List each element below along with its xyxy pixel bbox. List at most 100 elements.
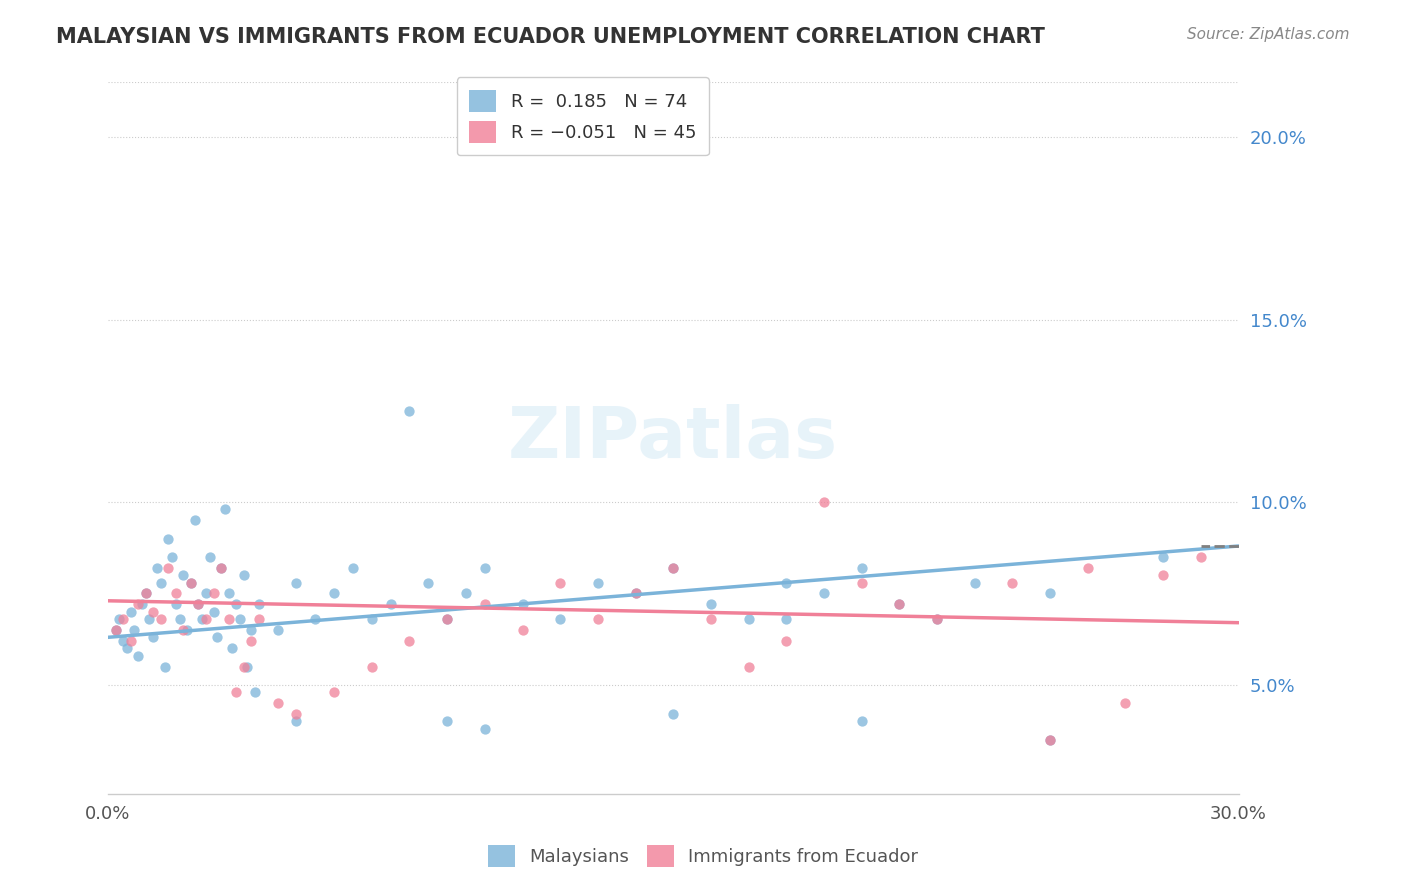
Point bbox=[1039, 586, 1062, 600]
Point bbox=[436, 612, 458, 626]
Point bbox=[165, 598, 187, 612]
Point bbox=[700, 598, 723, 612]
Point bbox=[737, 612, 759, 626]
Point bbox=[135, 586, 157, 600]
Point bbox=[700, 612, 723, 626]
Point bbox=[418, 575, 440, 590]
Point bbox=[398, 634, 420, 648]
Point bbox=[662, 561, 685, 575]
Point bbox=[225, 685, 247, 699]
Point bbox=[662, 561, 685, 575]
Point bbox=[112, 612, 135, 626]
Point bbox=[1039, 732, 1062, 747]
Point bbox=[153, 659, 176, 673]
Point bbox=[304, 612, 326, 626]
Point bbox=[198, 549, 221, 564]
Point bbox=[169, 612, 191, 626]
Point bbox=[240, 623, 263, 637]
Point bbox=[191, 612, 214, 626]
Point bbox=[1114, 696, 1136, 710]
Point bbox=[149, 612, 172, 626]
Point bbox=[323, 685, 346, 699]
Point bbox=[120, 634, 142, 648]
Point bbox=[218, 612, 240, 626]
Point bbox=[225, 598, 247, 612]
Point bbox=[214, 502, 236, 516]
Point bbox=[1152, 549, 1174, 564]
Point bbox=[775, 575, 797, 590]
Point bbox=[104, 623, 127, 637]
Point bbox=[247, 598, 270, 612]
Point bbox=[127, 648, 149, 663]
Point bbox=[1001, 575, 1024, 590]
Point bbox=[232, 568, 254, 582]
Point bbox=[1039, 732, 1062, 747]
Point bbox=[115, 641, 138, 656]
Text: MALAYSIAN VS IMMIGRANTS FROM ECUADOR UNEMPLOYMENT CORRELATION CHART: MALAYSIAN VS IMMIGRANTS FROM ECUADOR UNE… bbox=[56, 27, 1045, 46]
Point bbox=[436, 714, 458, 729]
Point bbox=[207, 630, 229, 644]
Point bbox=[285, 575, 308, 590]
Legend: R =  0.185   N = 74, R = −0.051   N = 45: R = 0.185 N = 74, R = −0.051 N = 45 bbox=[457, 77, 709, 155]
Point bbox=[436, 612, 458, 626]
Point bbox=[194, 612, 217, 626]
Point bbox=[851, 575, 873, 590]
Point bbox=[218, 586, 240, 600]
Point bbox=[474, 722, 496, 736]
Point bbox=[229, 612, 252, 626]
Point bbox=[180, 575, 202, 590]
Point bbox=[285, 714, 308, 729]
Point bbox=[851, 561, 873, 575]
Point bbox=[165, 586, 187, 600]
Point bbox=[172, 568, 194, 582]
Point bbox=[176, 623, 198, 637]
Point bbox=[586, 612, 609, 626]
Point bbox=[120, 605, 142, 619]
Point bbox=[266, 696, 288, 710]
Point bbox=[209, 561, 232, 575]
Point bbox=[157, 561, 180, 575]
Point bbox=[221, 641, 243, 656]
Point bbox=[104, 623, 127, 637]
Text: ZIPatlas: ZIPatlas bbox=[508, 404, 838, 473]
Point bbox=[512, 598, 534, 612]
Point bbox=[963, 575, 986, 590]
Point bbox=[813, 586, 835, 600]
Point bbox=[474, 598, 496, 612]
Point bbox=[398, 404, 420, 418]
Point bbox=[454, 586, 477, 600]
Point bbox=[240, 634, 263, 648]
Point bbox=[548, 612, 571, 626]
Point bbox=[1077, 561, 1099, 575]
Point bbox=[925, 612, 948, 626]
Point bbox=[127, 598, 149, 612]
Point bbox=[586, 575, 609, 590]
Point bbox=[662, 706, 685, 721]
Point bbox=[1152, 568, 1174, 582]
Point bbox=[243, 685, 266, 699]
Point bbox=[124, 623, 146, 637]
Legend: Malaysians, Immigrants from Ecuador: Malaysians, Immigrants from Ecuador bbox=[481, 838, 925, 874]
Point bbox=[160, 549, 183, 564]
Point bbox=[202, 586, 225, 600]
Point bbox=[135, 586, 157, 600]
Point bbox=[624, 586, 647, 600]
Point bbox=[180, 575, 202, 590]
Point bbox=[266, 623, 288, 637]
Point bbox=[149, 575, 172, 590]
Point bbox=[474, 561, 496, 575]
Point bbox=[209, 561, 232, 575]
Point bbox=[108, 612, 131, 626]
Point bbox=[737, 659, 759, 673]
Point bbox=[548, 575, 571, 590]
Point bbox=[236, 659, 259, 673]
Point bbox=[285, 706, 308, 721]
Point bbox=[323, 586, 346, 600]
Point bbox=[187, 598, 209, 612]
Point bbox=[851, 714, 873, 729]
Point bbox=[138, 612, 160, 626]
Point bbox=[247, 612, 270, 626]
Point bbox=[775, 612, 797, 626]
Point bbox=[624, 586, 647, 600]
Point bbox=[146, 561, 169, 575]
